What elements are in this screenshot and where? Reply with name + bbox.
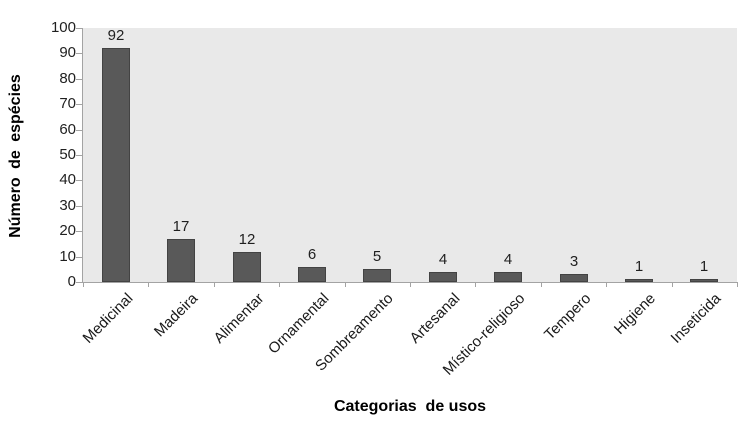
y-tick bbox=[76, 155, 82, 156]
x-category-label: Alimentar bbox=[210, 290, 268, 347]
y-tick-label: 20 bbox=[59, 222, 76, 239]
y-tick bbox=[76, 231, 82, 232]
x-tick bbox=[541, 283, 542, 287]
x-tick bbox=[279, 283, 280, 287]
x-axis-line bbox=[76, 282, 738, 283]
bar bbox=[102, 48, 130, 282]
bar-value-label: 5 bbox=[372, 248, 382, 265]
y-tick bbox=[76, 28, 82, 29]
x-tick bbox=[83, 283, 84, 287]
y-tick bbox=[76, 282, 82, 283]
bar-value-label: 3 bbox=[569, 253, 579, 270]
y-axis-line bbox=[82, 28, 83, 283]
x-tick bbox=[345, 283, 346, 287]
x-tick bbox=[606, 283, 607, 287]
bar-value-label: 6 bbox=[307, 246, 317, 263]
x-category-label: Madeira bbox=[150, 290, 202, 341]
y-tick bbox=[76, 206, 82, 207]
y-tick-label: 60 bbox=[59, 121, 76, 138]
x-tick bbox=[214, 283, 215, 287]
y-tick bbox=[76, 180, 82, 181]
bar bbox=[167, 239, 195, 282]
y-tick bbox=[76, 130, 82, 131]
bar bbox=[233, 252, 261, 282]
x-category-label: Artesanal bbox=[406, 290, 464, 347]
bar-value-label: 1 bbox=[634, 258, 644, 275]
bar bbox=[429, 272, 457, 282]
x-tick bbox=[672, 283, 673, 287]
y-tick-label: 90 bbox=[59, 44, 76, 61]
x-category-label: Tempero bbox=[540, 290, 595, 344]
y-tick-label: 100 bbox=[50, 19, 76, 36]
bar-value-label: 92 bbox=[107, 27, 125, 44]
y-tick bbox=[76, 53, 82, 54]
x-category-label: Higiene bbox=[611, 290, 660, 338]
y-tick-label: 10 bbox=[59, 248, 76, 265]
y-tick-label: 80 bbox=[59, 70, 76, 87]
bar bbox=[690, 279, 718, 282]
bar bbox=[298, 267, 326, 282]
y-tick-label: 40 bbox=[59, 171, 76, 188]
bar bbox=[494, 272, 522, 282]
bar-value-label: 12 bbox=[238, 231, 256, 248]
y-tick bbox=[76, 79, 82, 80]
bar-value-label: 4 bbox=[503, 251, 513, 268]
y-tick bbox=[76, 104, 82, 105]
x-category-label: Ornamental bbox=[264, 290, 333, 358]
bar-value-label: 17 bbox=[172, 218, 190, 235]
y-tick-label: 50 bbox=[59, 146, 76, 163]
bar bbox=[560, 274, 588, 282]
x-category-label: Medicinal bbox=[79, 290, 137, 347]
x-tick bbox=[737, 283, 738, 287]
x-axis-title: Categorias de usos bbox=[333, 398, 487, 415]
x-tick bbox=[475, 283, 476, 287]
y-tick-label: 0 bbox=[67, 273, 76, 290]
bar bbox=[625, 279, 653, 282]
x-tick bbox=[410, 283, 411, 287]
bar-value-label: 4 bbox=[438, 251, 448, 268]
x-tick bbox=[148, 283, 149, 287]
y-tick-label: 70 bbox=[59, 95, 76, 112]
x-category-label: Inseticida bbox=[667, 290, 725, 347]
bar-value-label: 1 bbox=[699, 258, 709, 275]
y-tick bbox=[76, 257, 82, 258]
bar bbox=[363, 269, 391, 282]
y-tick-label: 30 bbox=[59, 197, 76, 214]
